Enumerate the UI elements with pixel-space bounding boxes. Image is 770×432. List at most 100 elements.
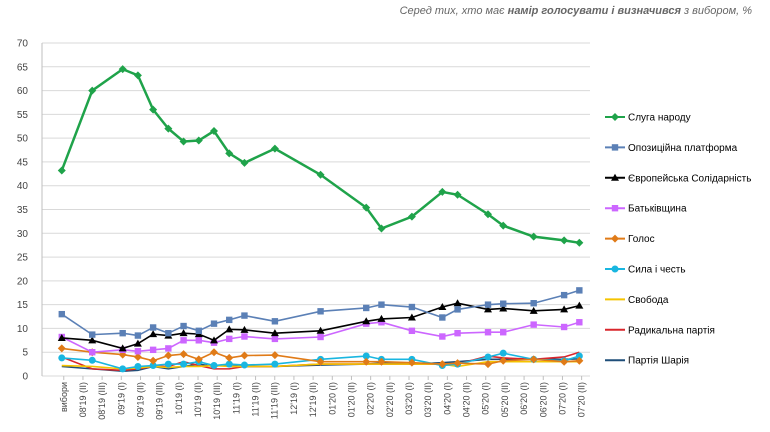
marker (180, 360, 188, 368)
marker (179, 350, 188, 359)
marker (484, 210, 493, 219)
marker (453, 190, 462, 199)
x-tick-label: 10'19 (II) (193, 382, 203, 417)
x-tick-label: 11'19 (I) (231, 382, 241, 414)
marker (575, 356, 584, 365)
marker (611, 113, 619, 121)
marker (454, 306, 461, 313)
x-tick-label: 05'20 (I) (481, 382, 491, 415)
marker (377, 357, 386, 366)
marker (226, 335, 233, 343)
marker (149, 105, 158, 114)
marker (149, 362, 157, 370)
x-tick-label: 08'19 (III) (97, 382, 107, 420)
x-tick-label: 12'19 (I) (289, 382, 299, 415)
marker (499, 221, 508, 230)
marker (165, 345, 172, 352)
marker (134, 348, 142, 355)
marker (88, 86, 97, 95)
marker (194, 136, 203, 145)
marker (57, 333, 66, 341)
marker (500, 329, 507, 336)
marker (271, 318, 279, 325)
x-tick-label: 01'20 (I) (327, 382, 337, 415)
marker (439, 314, 446, 321)
marker (270, 144, 279, 153)
marker (226, 316, 233, 324)
marker (118, 344, 127, 352)
marker (500, 300, 507, 307)
legend-label: Голос (628, 234, 655, 245)
marker (316, 326, 325, 334)
marker (407, 212, 416, 221)
series-line (60, 67, 580, 245)
marker (529, 355, 538, 364)
y-tick-label: 15 (17, 300, 29, 311)
x-tick-label: 03'20 (I) (404, 382, 414, 415)
marker (210, 127, 219, 136)
marker (439, 333, 446, 340)
marker (560, 357, 569, 366)
marker (149, 356, 158, 365)
marker (58, 310, 65, 318)
subtitle-part: Серед тих, хто має (400, 5, 508, 17)
legend-label: Батьківщина (628, 204, 687, 215)
marker (210, 362, 218, 370)
marker (119, 329, 126, 337)
x-tick-label: 11'19 (II) (251, 382, 261, 417)
marker (240, 158, 249, 167)
x-tick-label: 06'20 (II) (538, 382, 548, 417)
marker (529, 232, 538, 241)
marker (499, 304, 508, 312)
marker (575, 238, 584, 247)
marker (270, 351, 279, 360)
marker (362, 203, 371, 212)
marker (88, 356, 96, 364)
marker (180, 322, 187, 330)
x-tick-label: 08'19 (II) (78, 382, 88, 417)
x-tick-label: 02'20 (I) (366, 382, 376, 415)
marker (362, 317, 371, 325)
legend-label: Партія Шарія (628, 356, 689, 367)
marker (576, 287, 583, 294)
subtitle-bold: намір голосувати і визначився (508, 5, 682, 17)
x-tick-label: 06'20 (I) (519, 382, 529, 415)
marker (316, 170, 325, 179)
marker (529, 306, 538, 314)
marker (225, 353, 234, 362)
marker (362, 352, 370, 360)
x-tick-label: 09'19 (III) (155, 382, 165, 420)
marker (407, 313, 416, 321)
marker (378, 319, 385, 326)
marker (164, 360, 172, 368)
y-tick-label: 70 (17, 39, 29, 50)
x-tick-label: 07'20 (I) (557, 382, 567, 415)
marker (164, 124, 173, 133)
marker (377, 314, 386, 322)
marker (611, 144, 619, 151)
marker (225, 360, 233, 368)
marker (133, 71, 142, 80)
marker (317, 333, 324, 341)
marker (575, 301, 584, 309)
marker (88, 336, 97, 344)
marker (611, 265, 619, 273)
legend-label: Європейська Солідарність (628, 173, 751, 184)
marker (484, 360, 493, 369)
marker (271, 360, 279, 368)
x-tick-label: 10'19 (III) (212, 382, 222, 420)
y-tick-label: 65 (17, 62, 29, 73)
marker (210, 348, 219, 357)
marker (611, 173, 619, 181)
marker (438, 187, 447, 196)
marker (89, 349, 96, 356)
marker (484, 305, 493, 313)
x-tick-label: 01'20 (II) (346, 382, 356, 417)
x-tick-label: 09'19 (II) (135, 382, 145, 417)
marker (194, 355, 203, 364)
marker (560, 236, 569, 245)
marker (484, 353, 492, 361)
marker (164, 351, 173, 360)
marker (118, 65, 127, 74)
x-tick-label: 07'20 (II) (577, 382, 587, 417)
